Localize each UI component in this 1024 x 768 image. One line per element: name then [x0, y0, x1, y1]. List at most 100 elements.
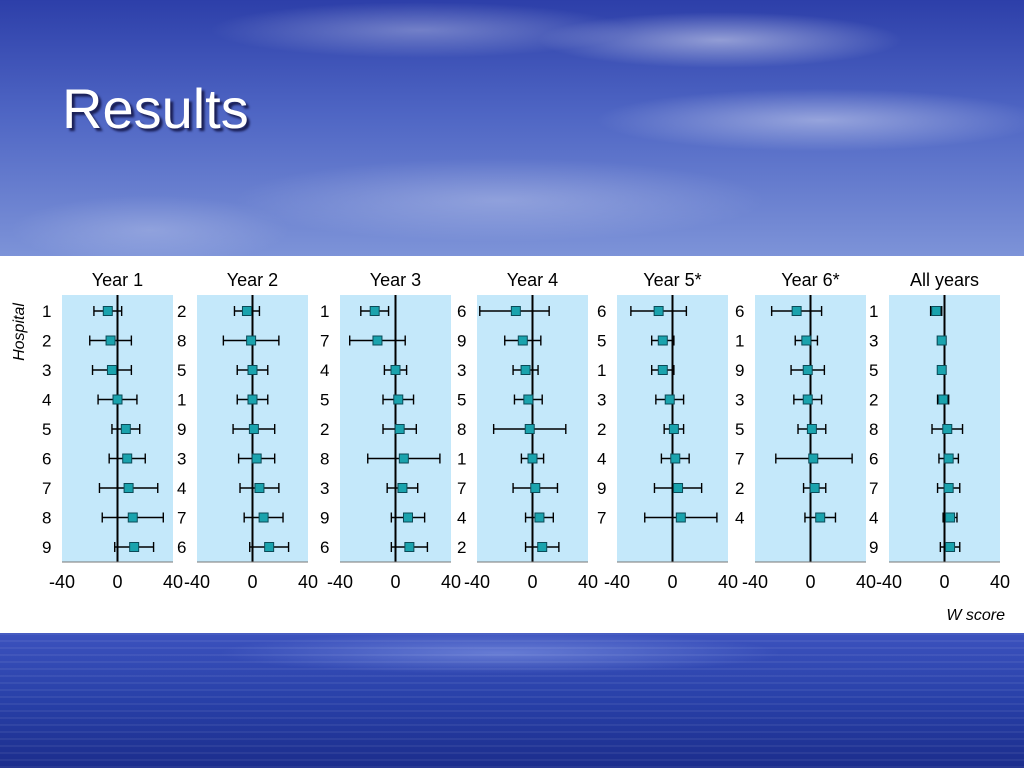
estimate-marker	[806, 424, 817, 434]
estimate-marker	[657, 365, 668, 375]
hospital-label: 3	[457, 361, 466, 380]
estimate-marker	[945, 512, 956, 523]
estimate-marker	[802, 365, 813, 375]
estimate-marker	[127, 512, 138, 523]
panel-title: Year 3	[370, 270, 421, 290]
hospital-label: 6	[320, 538, 329, 557]
estimate-marker	[251, 453, 262, 464]
x-tick-label: 0	[939, 572, 949, 592]
x-tick-label: 40	[856, 572, 876, 592]
estimate-marker	[520, 365, 531, 375]
hospital-label: 5	[42, 420, 51, 439]
estimate-marker	[534, 512, 545, 523]
hospital-label: 3	[320, 479, 329, 498]
estimate-marker	[106, 365, 117, 375]
estimate-marker	[372, 335, 383, 346]
hospital-label: 9	[177, 420, 186, 439]
estimate-marker	[398, 453, 409, 464]
estimate-marker	[530, 483, 541, 493]
y-axis-label: Hospital	[11, 303, 28, 361]
hospital-label: 3	[42, 361, 51, 380]
hospital-label: 6	[42, 450, 51, 469]
hospital-label: 4	[869, 509, 878, 528]
x-tick-label: 0	[112, 572, 122, 592]
hospital-label: 8	[457, 420, 466, 439]
x-tick-label: -40	[604, 572, 630, 592]
hospital-label: 7	[735, 450, 744, 469]
hospital-label: 9	[869, 538, 878, 557]
estimate-marker	[254, 483, 265, 493]
estimate-marker	[931, 306, 942, 316]
hospital-label: 8	[869, 420, 878, 439]
estimate-marker	[936, 335, 947, 346]
hospital-label: 5	[869, 361, 878, 380]
hospital-label: 1	[320, 302, 329, 321]
hospital-label: 3	[735, 391, 744, 410]
hospital-label: 5	[177, 361, 186, 380]
estimate-marker	[523, 394, 534, 405]
x-tick-label: 0	[390, 572, 400, 592]
hospital-label: 9	[457, 332, 466, 351]
hospital-label: 2	[42, 332, 51, 351]
hospital-label: 4	[735, 509, 744, 528]
estimate-marker	[801, 335, 812, 346]
panel-1: Year 2 -40 0 40 2 8 5 1 9 3 4 7 6	[177, 270, 318, 592]
hospital-label: 4	[597, 450, 606, 469]
hospital-label: 4	[177, 479, 186, 498]
estimate-marker	[657, 335, 668, 346]
panel-title: All years	[910, 270, 979, 290]
x-tick-label: 0	[247, 572, 257, 592]
estimate-marker	[945, 542, 956, 552]
hospital-label: 1	[457, 450, 466, 469]
estimate-marker	[943, 453, 954, 464]
hospital-label: 8	[42, 509, 51, 528]
estimate-marker	[102, 306, 113, 316]
x-tick-label: -40	[327, 572, 353, 592]
estimate-marker	[402, 512, 413, 523]
estimate-marker	[112, 394, 123, 405]
estimate-marker	[258, 512, 269, 523]
estimate-marker	[942, 424, 953, 434]
hospital-label: 2	[869, 391, 878, 410]
estimate-marker	[123, 483, 134, 493]
hospital-label: 6	[597, 302, 606, 321]
hospital-label: 9	[320, 509, 329, 528]
estimate-marker	[936, 365, 947, 375]
x-tick-label: -40	[464, 572, 490, 592]
estimate-marker	[510, 306, 521, 316]
hospital-label: 5	[457, 391, 466, 410]
x-tick-label: -40	[876, 572, 902, 592]
estimate-marker	[943, 483, 954, 493]
panel-3: Year 4 -40 0 40 6 9 3 5 8 1 7 4 2	[457, 270, 598, 592]
estimate-marker	[122, 453, 133, 464]
panel-6: All years -40 0 40 1 3 5 2 8 6 7 4 9	[869, 270, 1010, 592]
hospital-label: 4	[320, 361, 329, 380]
panel-4: Year 5* -40 0 40 6 5 1 3 2 4 9 7	[597, 270, 738, 592]
hospital-label: 9	[597, 479, 606, 498]
hospital-label: 7	[457, 479, 466, 498]
hospital-label: 1	[735, 332, 744, 351]
estimate-marker	[668, 424, 679, 434]
estimate-marker	[815, 512, 826, 523]
hospital-label: 1	[869, 302, 878, 321]
estimate-marker	[390, 365, 401, 375]
x-tick-label: -40	[49, 572, 75, 592]
hospital-label: 2	[597, 420, 606, 439]
hospital-label: 4	[42, 391, 51, 410]
panel-title: Year 6*	[781, 270, 839, 290]
hospital-label: 8	[177, 332, 186, 351]
x-tick-label: 40	[990, 572, 1010, 592]
estimate-marker	[808, 453, 819, 464]
estimate-marker	[938, 394, 949, 405]
panel-5: Year 6* -40 0 40 6 1 9 3 5 7 2 4	[735, 270, 876, 592]
x-tick-label: 40	[298, 572, 318, 592]
x-tick-label: 40	[718, 572, 738, 592]
slide-title: Results	[62, 77, 249, 140]
estimate-marker	[369, 306, 380, 316]
sea-background	[0, 633, 1024, 768]
hospital-label: 2	[735, 479, 744, 498]
hospital-label: 7	[869, 479, 878, 498]
x-tick-label: 0	[805, 572, 815, 592]
estimate-marker	[517, 335, 528, 346]
